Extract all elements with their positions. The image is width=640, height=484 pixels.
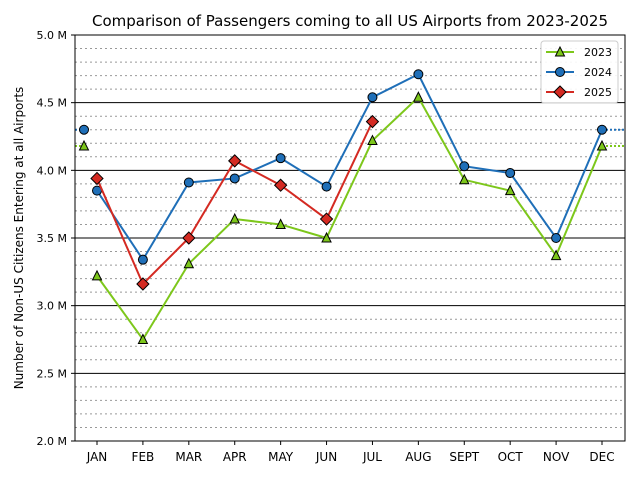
data-point-2025-MAY [273,178,288,192]
y-tick-label: 4.0 M [37,164,67,177]
data-point-2024-JUL [367,92,378,103]
legend-marker-2025 [553,85,567,99]
data-point-2023-JUL [367,134,378,146]
y-tick-label: 3.0 M [37,300,67,313]
plot-frame [74,34,626,442]
data-point-2024-OCT [505,168,516,179]
x-tick-label: AUG [405,450,431,464]
data-point-2023-MAY [275,218,286,229]
data-point-prev-dec-2024 [79,124,89,135]
y-axis-label: Number of Non-US Citizens Entering at al… [12,87,26,390]
data-point-prev-dec-2023 [78,139,90,151]
series-line-2024 [96,72,603,262]
data-point-2025-JUN [319,212,334,226]
legend: 2023 2024 2025 [540,40,619,104]
data-point-2024-MAY [275,153,286,164]
data-point-2024-NOV [551,233,562,243]
legend-label-2025: 2025 [584,86,612,99]
data-point-2024-MAR [183,177,194,188]
data-point-2023-FEB [137,333,149,344]
x-tick-label: JAN [86,450,108,464]
x-tick-label: JUN [315,450,337,464]
x-tick-label: FEB [132,450,155,464]
data-point-2024-FEB [137,254,148,265]
x-tick-label: DEC [589,450,614,464]
data-point-2025-FEB [136,277,150,291]
data-point-2023-APR [229,212,241,224]
x-tick-label: NOV [543,450,570,464]
data-point-2024-JUN [321,181,332,192]
x-tick-label: OCT [498,450,524,464]
data-point-2024-DEC [597,124,607,135]
data-point-2025-MAR [182,231,196,245]
x-tick-label: SEPT [449,450,479,464]
data-point-2025-JAN [90,171,104,186]
y-tick-label: 2.0 M [37,435,67,448]
data-point-2023-OCT [504,184,516,196]
data-point-2023-SEPT [458,173,470,185]
legend-marker-2024 [555,67,565,77]
series-line-2023 [96,95,603,342]
x-tick-label: JUL [362,450,382,464]
legend-label-2024: 2024 [584,66,612,79]
data-point-2025-JUL [365,114,380,129]
x-tick-label: APR [223,450,247,464]
data-point-2023-JAN [91,269,103,281]
series-2025 [90,114,380,291]
legend-label-2023: 2023 [584,46,612,59]
data-point-2023-DEC [596,139,608,151]
data-point-2023-JUN [321,231,332,243]
y-tick-label: 3.5 M [37,232,67,245]
data-point-2025-APR [228,154,242,168]
y-tick-label: 4.5 M [37,97,67,110]
legend-marker-2023 [554,45,566,57]
data-point-2024-SEPT [459,161,470,172]
data-point-2023-NOV [550,249,562,261]
data-point-2024-APR [229,173,240,184]
data-point-2023-MAR [183,257,195,269]
data-point-2024-AUG [413,69,424,80]
x-tick-label: MAY [268,450,294,464]
y-tick-label: 5.0 M [37,29,67,42]
data-point-2023-AUG [413,91,424,102]
x-tick-label: MAR [175,450,202,464]
series-2023 [75,91,625,344]
y-tick-label: 2.5 M [37,367,67,380]
chart-title: Comparison of Passengers coming to all U… [92,12,608,30]
